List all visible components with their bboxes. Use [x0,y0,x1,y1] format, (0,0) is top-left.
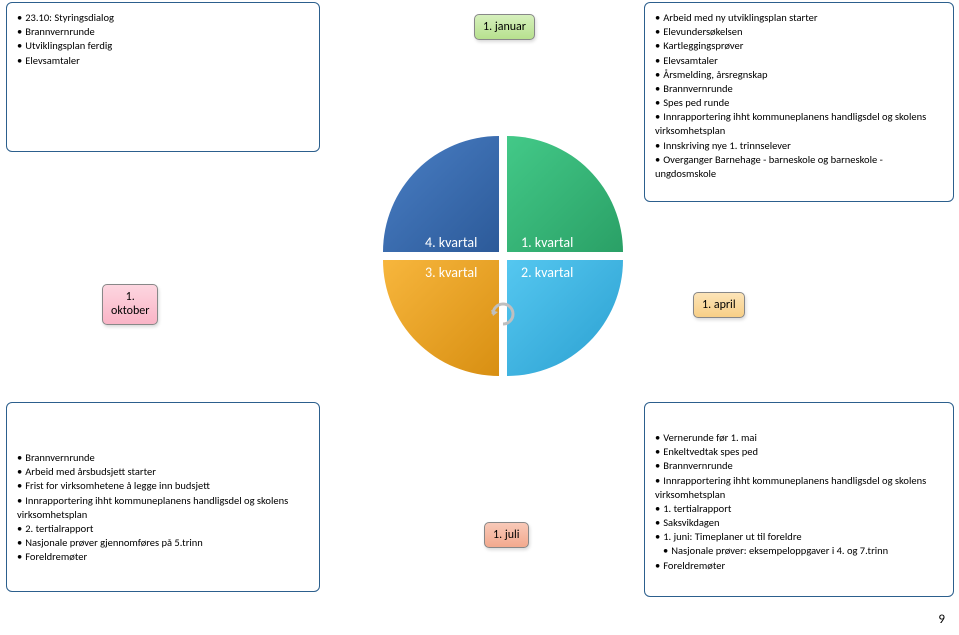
list-item: Vernerunde før 1. mai [655,431,943,445]
box-q3: Brannvernrunde Arbeid med årsbudsjett st… [6,402,320,592]
badge-oktober: 1. oktober [102,284,158,325]
list-item: Foreldremøter [17,550,309,564]
list-item: Elevundersøkelsen [655,25,943,39]
list-item: 2. tertialrapport [17,522,309,536]
badge-text-line1: 1. [126,290,135,304]
badge-text: 1. juli [493,528,520,542]
list-item: Innskriving nye 1. trinnselever [655,139,943,153]
q3-label: 3. kvartal [425,264,477,281]
box-q2-list: Vernerunde før 1. mai Enkeltvedtak spes … [655,431,943,573]
list-item: Kartleggingsprøver [655,39,943,53]
list-item: Brannvernrunde [17,451,309,465]
box-q2: Vernerunde før 1. mai Enkeltvedtak spes … [644,402,954,597]
list-item: Foreldremøter [655,559,943,573]
list-item: Utviklingsplan ferdig [17,39,309,53]
list-item: Nasjonale prøver gjennomføres på 5.trinn [17,536,309,550]
cycle-chart: 4. kvartal 1. kvartal 3. kvartal 2. kvar… [383,136,623,376]
list-item: Elevsamtaler [17,54,309,68]
list-item: Brannvernrunde [655,82,943,96]
box-q4-list: 23.10: Styringsdialog Brannvernrunde Utv… [17,11,309,68]
q4-label: 4. kvartal [425,234,477,251]
badge-april: 1. april [693,292,745,318]
badge-text: 1. januar [483,20,526,34]
list-item: Innrapportering ihht kommuneplanens hand… [17,494,309,522]
box-q1: Arbeid med ny utviklingsplan starter Ele… [644,2,954,202]
list-item: Innrapportering ihht kommuneplanens hand… [655,110,943,138]
list-item: Frist for virksomhetene å legge inn buds… [17,479,309,493]
box-q1-list: Arbeid med ny utviklingsplan starter Ele… [655,11,943,181]
page-number: 9 [938,612,945,627]
list-item: Innrapportering ihht kommuneplanens hand… [655,474,943,502]
q2-label: 2. kvartal [521,264,573,281]
list-item: Brannvernrunde [655,459,943,473]
list-item: Saksvikdagen [655,516,943,530]
list-item: Spes ped runde [655,96,943,110]
box-q4: 23.10: Styringsdialog Brannvernrunde Utv… [6,2,320,152]
badge-text: 1. april [702,298,736,312]
list-item: 1. tertialrapport [655,502,943,516]
list-item: Overganger Barnehage - barneskole og bar… [655,153,943,181]
list-item: Arbeid med ny utviklingsplan starter [655,11,943,25]
list-item: Årsmelding, årsregnskap [655,68,943,82]
list-item: 1. juni: Timeplaner ut til foreldre [655,530,943,544]
q1-label: 1. kvartal [521,234,573,251]
badge-januar: 1. januar [474,14,535,40]
list-item: Elevsamtaler [655,54,943,68]
cycle-arrow-icon [489,300,517,328]
list-item: Arbeid med årsbudsjett starter [17,465,309,479]
box-q3-list: Brannvernrunde Arbeid med årsbudsjett st… [17,451,309,564]
badge-text-line2: oktober [111,304,149,318]
list-item: Nasjonale prøver: eksempeloppgaver i 4. … [655,544,943,558]
list-item: 23.10: Styringsdialog [17,11,309,25]
badge-juli: 1. juli [484,522,529,548]
list-item: Enkeltvedtak spes ped [655,445,943,459]
list-item: Brannvernrunde [17,25,309,39]
